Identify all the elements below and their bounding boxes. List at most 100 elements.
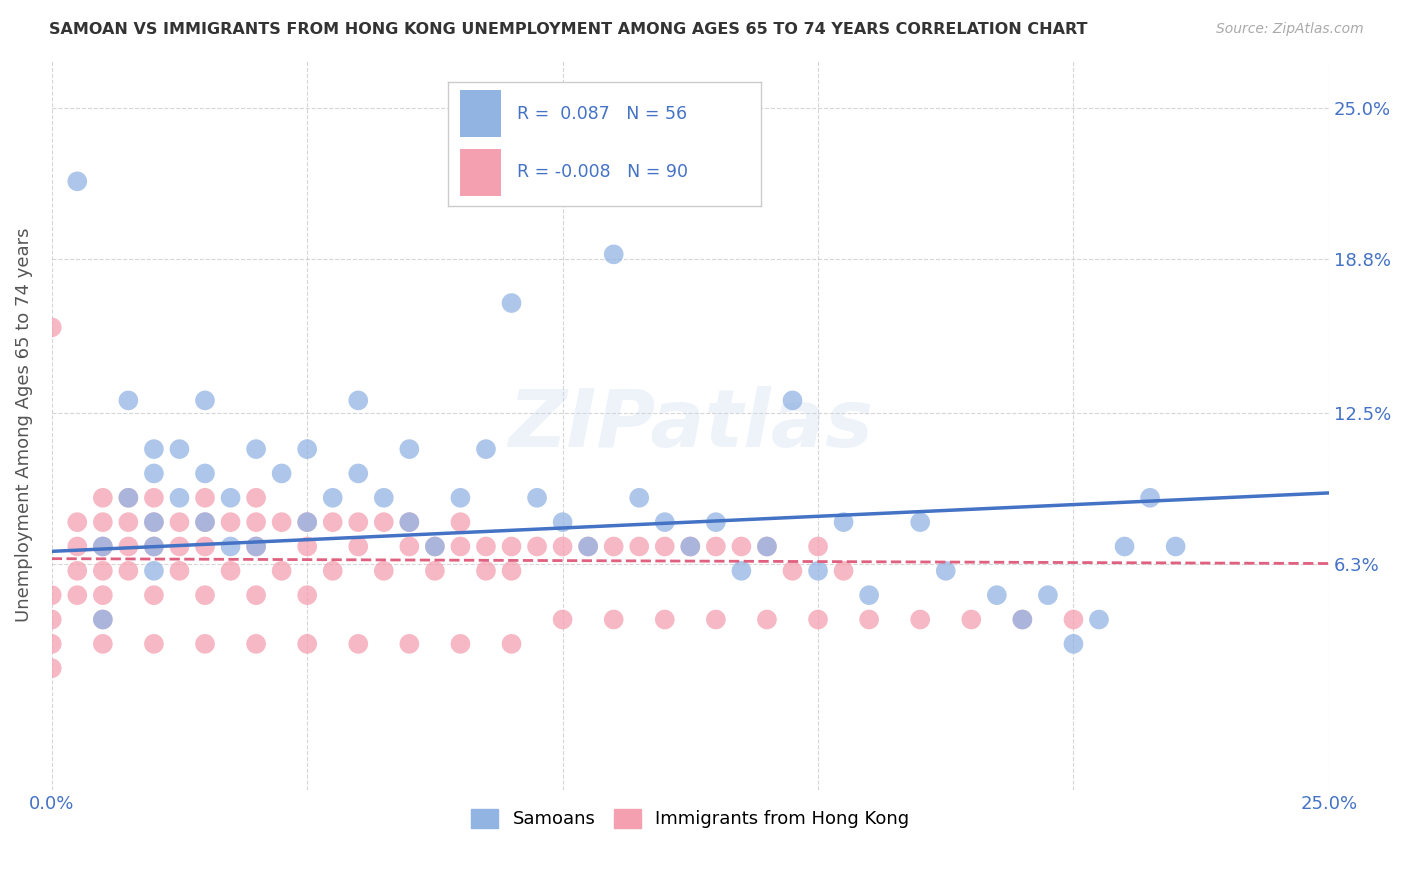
Point [782, 393, 804, 408]
Point [219, 491, 242, 505]
Point [142, 637, 165, 651]
Point [449, 515, 471, 529]
Point [66, 174, 89, 188]
Point [449, 491, 471, 505]
Point [117, 515, 139, 529]
Point [654, 540, 676, 554]
Point [475, 564, 498, 578]
Point [679, 540, 702, 554]
Point [935, 564, 957, 578]
Point [245, 588, 267, 602]
Point [960, 613, 983, 627]
Point [41, 320, 63, 334]
Point [270, 564, 292, 578]
Point [117, 393, 139, 408]
Point [169, 564, 191, 578]
Point [730, 564, 752, 578]
Point [194, 540, 217, 554]
Point [858, 613, 880, 627]
Point [245, 491, 267, 505]
Point [755, 540, 778, 554]
Point [807, 540, 830, 554]
Point [142, 442, 165, 456]
Point [295, 442, 318, 456]
Point [169, 491, 191, 505]
Point [628, 491, 651, 505]
Point [347, 637, 370, 651]
Point [576, 540, 599, 554]
Point [142, 467, 165, 481]
Point [91, 613, 114, 627]
Point [142, 564, 165, 578]
Point [91, 613, 114, 627]
Point [91, 540, 114, 554]
Point [1164, 540, 1187, 554]
Point [423, 540, 446, 554]
Point [117, 564, 139, 578]
Point [66, 515, 89, 529]
Point [501, 296, 523, 310]
Point [704, 540, 727, 554]
Point [1088, 613, 1111, 627]
Point [398, 515, 420, 529]
Point [91, 564, 114, 578]
Point [194, 393, 217, 408]
Point [245, 442, 267, 456]
Point [295, 637, 318, 651]
Point [295, 540, 318, 554]
Point [398, 637, 420, 651]
Point [755, 613, 778, 627]
Point [1139, 491, 1161, 505]
Point [194, 637, 217, 651]
Point [908, 515, 931, 529]
Point [501, 637, 523, 651]
Point [782, 564, 804, 578]
Point [245, 515, 267, 529]
Point [501, 564, 523, 578]
Point [832, 564, 855, 578]
Point [423, 564, 446, 578]
Point [142, 588, 165, 602]
Point [270, 467, 292, 481]
Point [807, 564, 830, 578]
Point [986, 588, 1008, 602]
Point [270, 515, 292, 529]
Point [142, 491, 165, 505]
Point [373, 515, 395, 529]
Point [41, 661, 63, 675]
Point [41, 637, 63, 651]
Point [373, 491, 395, 505]
Point [295, 515, 318, 529]
Point [832, 515, 855, 529]
Point [91, 588, 114, 602]
Point [322, 491, 344, 505]
Point [169, 442, 191, 456]
Legend: Samoans, Immigrants from Hong Kong: Samoans, Immigrants from Hong Kong [464, 801, 917, 836]
Point [398, 540, 420, 554]
Point [551, 613, 574, 627]
Point [117, 491, 139, 505]
Point [219, 564, 242, 578]
Point [194, 515, 217, 529]
Point [295, 588, 318, 602]
Point [169, 540, 191, 554]
Point [117, 540, 139, 554]
Point [194, 588, 217, 602]
Point [501, 540, 523, 554]
Point [475, 442, 498, 456]
Point [449, 637, 471, 651]
Point [41, 613, 63, 627]
Point [219, 540, 242, 554]
Point [654, 515, 676, 529]
Point [423, 540, 446, 554]
Point [526, 540, 548, 554]
Point [704, 515, 727, 529]
Point [194, 515, 217, 529]
Point [526, 491, 548, 505]
Point [91, 491, 114, 505]
Point [654, 613, 676, 627]
Point [142, 540, 165, 554]
Point [347, 515, 370, 529]
Point [602, 540, 624, 554]
Point [1062, 637, 1084, 651]
